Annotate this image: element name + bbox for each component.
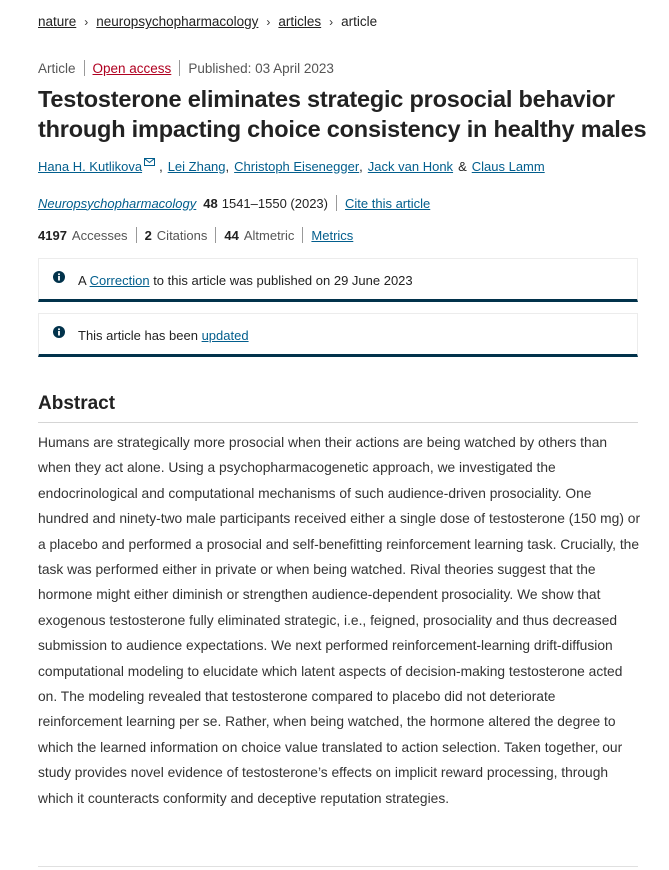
altmetric-label: Altmetric [243, 227, 295, 243]
correction-suffix: to this article was published on 29 June… [153, 273, 413, 288]
divider [38, 422, 638, 423]
breadcrumb-nature[interactable]: nature [38, 14, 77, 29]
divider [38, 866, 638, 867]
altmetric-count: 44 [224, 227, 239, 243]
updated-text: This article has been updated [78, 328, 249, 343]
author-link[interactable]: Jack van Honk [367, 158, 454, 174]
divider [215, 227, 217, 243]
author-link[interactable]: Claus Lamm [471, 158, 545, 174]
chevron-right-icon: › [266, 14, 271, 29]
correction-text: A Correction to this article was publish… [78, 273, 413, 288]
citations-count: 2 [144, 227, 152, 243]
updated-prefix: This article has been [78, 328, 198, 343]
author-link[interactable]: Lei Zhang [167, 158, 226, 174]
abstract-text: Humans are strategically more prosocial … [38, 435, 641, 806]
divider [83, 60, 85, 76]
separator: , [159, 158, 163, 174]
separator: , [359, 158, 363, 174]
correction-prefix: A [78, 273, 86, 288]
breadcrumb-articles[interactable]: articles [278, 14, 322, 29]
cite-this-article-link[interactable]: Cite this article [345, 195, 431, 211]
correction-link[interactable]: Correction [89, 273, 150, 288]
updated-link[interactable]: updated [201, 328, 249, 343]
breadcrumb-current: article [341, 14, 378, 29]
chevron-right-icon: › [84, 14, 89, 29]
accesses-count: 4197 [38, 227, 67, 243]
citations-label: Citations [156, 227, 208, 243]
chevron-right-icon: › [329, 14, 334, 29]
pages-year: 1541–1550 (2023) [221, 195, 328, 211]
divider [302, 227, 304, 243]
abstract-heading: Abstract [38, 393, 116, 414]
breadcrumb: nature › neuropsychopharmacology › artic… [38, 14, 377, 29]
info-icon [53, 326, 65, 338]
volume: 48 [203, 195, 218, 211]
updated-notice: This article has been updated [38, 313, 638, 357]
article-metrics: 4197 Accesses 2 Citations 44 Altmetric M… [38, 227, 353, 243]
author-link[interactable]: Hana H. Kutlikova [38, 158, 143, 174]
correction-notice: A Correction to this article was publish… [38, 258, 638, 302]
article-meta: Article Open access Published: 03 April … [38, 60, 334, 76]
breadcrumb-neuropsychopharmacology[interactable]: neuropsychopharmacology [96, 14, 259, 29]
article-title: Testosterone eliminates strategic prosoc… [38, 86, 647, 142]
author-list: Hana H. Kutlikova , Lei Zhang , Christop… [38, 158, 545, 174]
journal-link[interactable]: Neuropsychopharmacology [38, 195, 197, 211]
separator: , [225, 158, 230, 174]
divider [336, 195, 337, 211]
citation-line: Neuropsychopharmacology 48 1541–1550 (20… [38, 195, 430, 211]
article-type: Article [38, 60, 76, 76]
open-access-link[interactable]: Open access [92, 60, 172, 76]
info-icon [53, 271, 65, 283]
divider [179, 60, 181, 76]
published-date: Published: 03 April 2023 [188, 60, 334, 76]
accesses-label: Accesses [71, 227, 128, 243]
author-link[interactable]: Christoph Eisenegger [234, 158, 360, 174]
email-icon[interactable] [144, 158, 156, 166]
divider [135, 227, 137, 243]
separator: & [458, 158, 467, 174]
metrics-link[interactable]: Metrics [311, 227, 354, 243]
